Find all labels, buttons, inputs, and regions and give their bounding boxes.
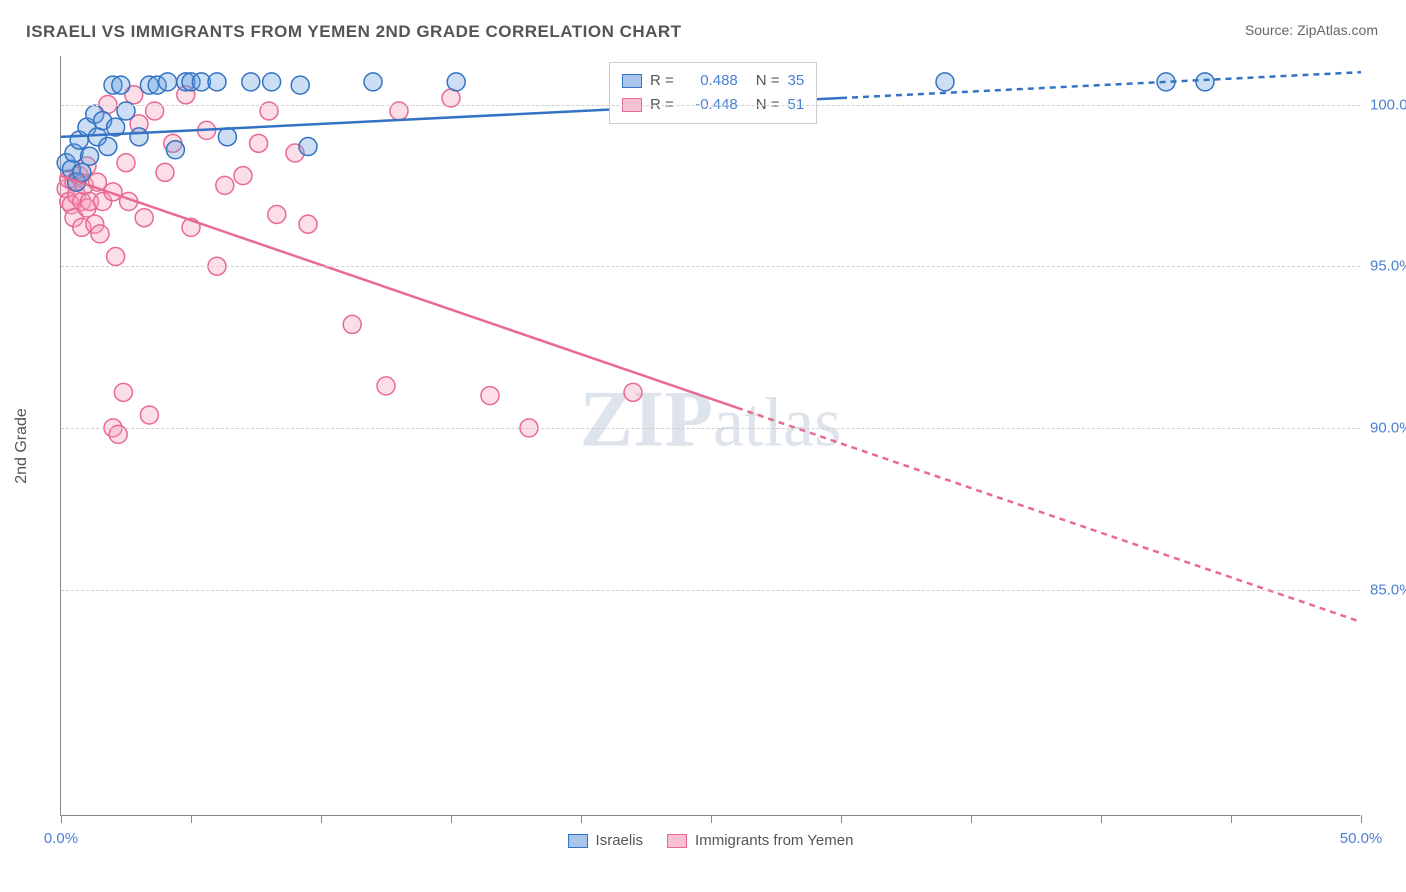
gridline (61, 266, 1360, 267)
data-point (159, 73, 177, 91)
source-attribution: Source: ZipAtlas.com (1245, 22, 1378, 38)
legend-swatch (667, 834, 687, 848)
x-tick (61, 815, 62, 823)
r-value: 0.488 (682, 69, 738, 93)
data-point (1196, 73, 1214, 91)
x-tick (1231, 815, 1232, 823)
x-tick (971, 815, 972, 823)
data-point (91, 225, 109, 243)
data-point (156, 163, 174, 181)
data-point (218, 128, 236, 146)
series-swatch (622, 74, 642, 88)
n-label: N = (756, 69, 780, 93)
x-tick (711, 815, 712, 823)
y-tick-label: 85.0% (1370, 581, 1406, 598)
data-point (447, 73, 465, 91)
data-point (135, 209, 153, 227)
gridline (61, 105, 1360, 106)
data-point (114, 383, 132, 401)
legend-item: Israelis (568, 832, 644, 849)
data-point (377, 377, 395, 395)
trend-line (61, 176, 737, 408)
data-point (250, 134, 268, 152)
x-tick (1101, 815, 1102, 823)
x-tick-label: 50.0% (1340, 830, 1383, 847)
trend-line (841, 72, 1361, 98)
x-tick-label: 0.0% (44, 830, 78, 847)
legend-item: Immigrants from Yemen (667, 832, 853, 849)
data-point (263, 73, 281, 91)
data-point (481, 387, 499, 405)
chart-plot-area: ZIPatlas R =0.488N =35R =-0.448N =51 Isr… (60, 56, 1360, 816)
data-point (140, 406, 158, 424)
data-point (624, 383, 642, 401)
stats-row: R = 0.488 N = 35 (622, 69, 804, 93)
data-point (268, 205, 286, 223)
data-point (216, 176, 234, 194)
y-tick-label: 100.0% (1370, 96, 1406, 113)
series-legend: Israelis Immigrants from Yemen (568, 832, 854, 849)
x-tick (191, 815, 192, 823)
gridline (61, 590, 1360, 591)
x-tick (841, 815, 842, 823)
y-axis-label: 2nd Grade (13, 408, 31, 484)
correlation-stats-box: R =0.488N =35R =-0.448N =51 (609, 62, 817, 124)
chart-title: ISRAELI VS IMMIGRANTS FROM YEMEN 2ND GRA… (26, 22, 682, 42)
n-value: 35 (788, 69, 805, 93)
data-point (343, 315, 361, 333)
legend-swatch (568, 834, 588, 848)
data-point (107, 248, 125, 266)
data-point (242, 73, 260, 91)
x-tick (1361, 815, 1362, 823)
legend-label: Israelis (596, 832, 644, 849)
data-point (364, 73, 382, 91)
data-point (299, 215, 317, 233)
data-point (130, 128, 148, 146)
data-point (73, 163, 91, 181)
data-point (234, 167, 252, 185)
y-tick-label: 90.0% (1370, 419, 1406, 436)
gridline (61, 428, 1360, 429)
data-point (291, 76, 309, 94)
data-point (112, 76, 130, 94)
data-point (99, 138, 117, 156)
data-point (117, 154, 135, 172)
x-tick (321, 815, 322, 823)
r-label: R = (650, 69, 674, 93)
data-point (299, 138, 317, 156)
y-tick-label: 95.0% (1370, 258, 1406, 275)
data-point (208, 73, 226, 91)
data-point (936, 73, 954, 91)
plot-svg (61, 56, 1360, 815)
data-point (81, 147, 99, 165)
x-tick (581, 815, 582, 823)
x-tick (451, 815, 452, 823)
data-point (166, 141, 184, 159)
legend-label: Immigrants from Yemen (695, 832, 853, 849)
